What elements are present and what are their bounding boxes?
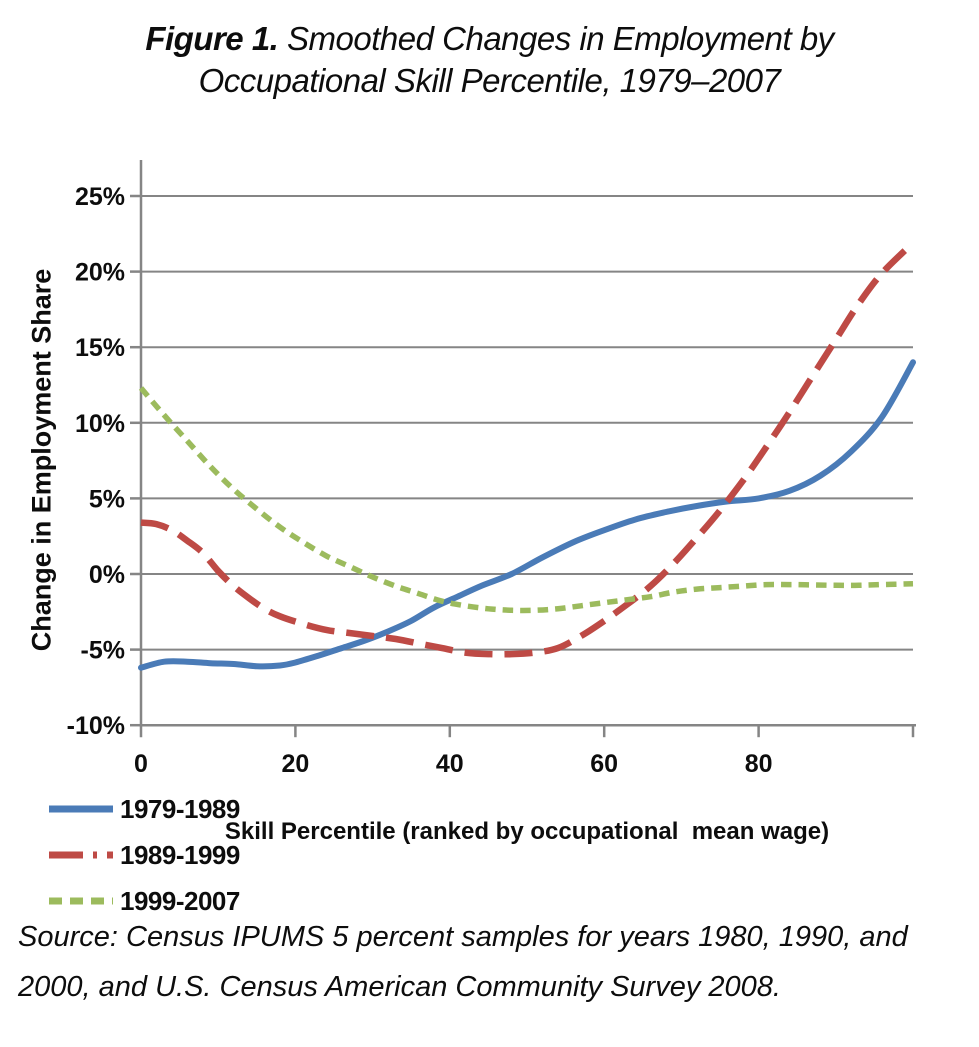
x-tick-label: 20 bbox=[281, 750, 309, 778]
x-axis: 0 20 40 60 80 bbox=[134, 723, 916, 778]
y-tick-label: -10% bbox=[67, 712, 125, 740]
series-lines bbox=[138, 240, 916, 671]
y-tick-label: 10% bbox=[75, 410, 125, 438]
x-tick-label: 60 bbox=[590, 750, 618, 778]
y-tick-label: 20% bbox=[75, 259, 125, 287]
legend-label: 1999-2007 bbox=[120, 885, 240, 916]
x-tick-label: 0 bbox=[134, 750, 148, 778]
y-axis-title: Change in Employment Share bbox=[26, 268, 57, 652]
figure-title-line2: Occupational Skill Percentile, 1979–2007 bbox=[198, 62, 781, 99]
line-chart-plot-area: 25% 20% 15% 10% 5% 0% -5% -10% 0 20 40 60 80 bbox=[67, 160, 916, 778]
chart-legend: 1979-1989 1989-1999 1999-2007 bbox=[48, 792, 240, 930]
figure-title-line1-text: Smoothed Changes in Employment by bbox=[278, 20, 834, 57]
legend-item-1989-1999: 1989-1999 bbox=[48, 838, 240, 872]
x-axis-title: Skill Percentile (ranked by occupational… bbox=[224, 818, 830, 845]
legend-swatch-solid-line bbox=[49, 805, 113, 813]
x-tick-label: 40 bbox=[436, 750, 464, 778]
legend-item-1999-2007: 1999-2007 bbox=[48, 884, 240, 918]
x-tick-label: 80 bbox=[745, 750, 773, 778]
legend-swatch-short-dash-line bbox=[49, 897, 113, 905]
legend-label: 1989-1999 bbox=[120, 839, 240, 870]
y-tick-label: 0% bbox=[89, 561, 125, 589]
series-line-1979-1989 bbox=[138, 359, 916, 671]
legend-swatch-long-dash-dot-line bbox=[49, 851, 113, 859]
series-line-1999-2007 bbox=[138, 386, 914, 614]
legend-label: 1979-1989 bbox=[120, 793, 240, 824]
y-tick-label: 5% bbox=[89, 485, 125, 513]
source-note: Source: Census IPUMS 5 percent samples f… bbox=[18, 912, 963, 1012]
y-axis: 25% 20% 15% 10% 5% 0% -5% -10% bbox=[67, 160, 143, 740]
figure-number: Figure 1. bbox=[145, 20, 279, 57]
y-tick-label: 25% bbox=[75, 183, 125, 211]
figure-title: Figure 1. Smoothed Changes in Employment… bbox=[0, 18, 979, 102]
legend-item-1979-1989: 1979-1989 bbox=[48, 792, 240, 826]
y-tick-label: -5% bbox=[81, 637, 125, 665]
figure-title-line1: Figure 1. Smoothed Changes in Employment… bbox=[0, 18, 979, 60]
source-line1: Source: Census IPUMS 5 percent samples f… bbox=[18, 921, 908, 953]
gridlines bbox=[141, 195, 913, 651]
series-line-1989-1999 bbox=[140, 240, 916, 658]
source-line2: 2000, and U.S. Census American Community… bbox=[18, 971, 781, 1003]
y-tick-label: 15% bbox=[75, 334, 125, 362]
